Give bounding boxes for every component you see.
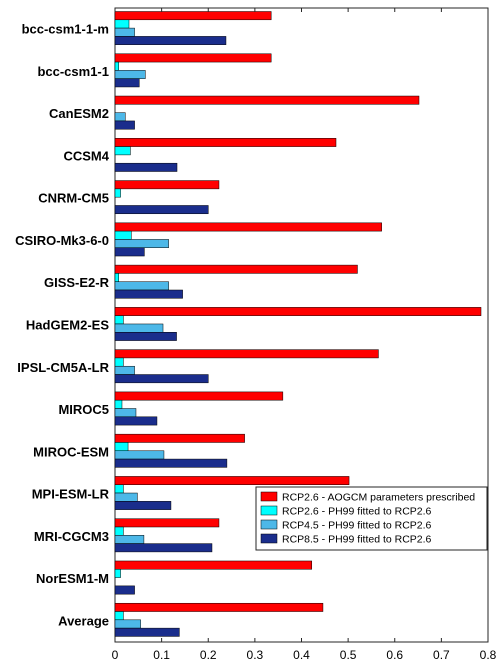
category-label-miroc5: MIROC5 [58, 402, 109, 417]
bar-mri-cgcm3-series-4 [114, 543, 213, 553]
category-label-ipsl-cm5a-lr: IPSL-CM5A-LR [17, 360, 109, 375]
category-label-miroc-esm: MIROC-ESM [33, 444, 109, 459]
bar-bcc-csm1-1-m-series-2 [114, 19, 130, 29]
bar-miroc-esm-series-2 [114, 442, 129, 452]
legend-label-series-3: RCP4.5 - PH99 fitted to RCP2.6 [282, 520, 432, 532]
x-tick-label: 0.7 [433, 648, 450, 662]
bar-giss-e2-r-series-2 [114, 273, 119, 282]
bar-miroc-esm-series-1 [114, 433, 245, 443]
bar-ccsm4-series-4 [114, 162, 178, 172]
bar-csiro-mk3-6-0-series-4 [114, 247, 145, 257]
bar-csiro-mk3-6-0-series-3 [114, 239, 169, 248]
bar-ipsl-cm5a-lr-series-4 [114, 374, 209, 384]
legend: RCP2.6 - AOGCM parameters prescribed RCP2… [255, 486, 488, 551]
category-label-hadgem2-es: HadGEM2-ES [26, 318, 109, 333]
bar-average-series-3 [114, 619, 141, 629]
category-label-bcc-csm1-1: bcc-csm1-1 [37, 64, 109, 79]
bar-hadgem2-es-series-3 [114, 323, 164, 333]
bar-giss-e2-r-series-3 [114, 281, 169, 291]
x-tick-label: 0.4 [293, 648, 310, 662]
bar-canesm2-series-1 [114, 95, 420, 105]
bar-average-series-2 [114, 611, 124, 621]
bar-mpi-esm-lr-series-4 [114, 501, 172, 510]
bar-mri-cgcm3-series-3 [114, 535, 145, 544]
bar-bcc-csm1-1-m-series-4 [114, 36, 227, 45]
bar-csiro-mk3-6-0-series-2 [114, 230, 132, 240]
x-tick-label: 0.5 [340, 648, 357, 662]
bar-bcc-csm1-1-m-series-1 [114, 11, 272, 21]
x-tick-label: 0.8 [480, 648, 497, 662]
bar-bcc-csm1-1-series-1 [114, 53, 272, 63]
bar-ipsl-cm5a-lr-series-3 [114, 365, 135, 375]
bar-canesm2-series-4 [114, 120, 135, 130]
category-label-mri-cgcm3: MRI-CGCM3 [34, 529, 109, 544]
x-tick-label: 0 [112, 648, 119, 662]
bars-group [114, 11, 482, 637]
x-axis-ticks: 0 0.1 0.2 0.3 0.4 0.5 0.6 0.7 0.8 [112, 8, 497, 662]
category-label-mpi-esm-lr: MPI-ESM-LR [32, 487, 110, 502]
bar-bcc-csm1-1-series-4 [114, 78, 140, 88]
bar-hadgem2-es-series-4 [114, 332, 177, 341]
bar-ccsm4-series-2 [114, 146, 131, 156]
bar-miroc5-series-1 [114, 391, 284, 401]
bar-giss-e2-r-series-4 [114, 289, 183, 299]
legend-swatch-series-1 [260, 491, 278, 502]
bar-noresm1-m-series-1 [114, 560, 313, 570]
bar-mri-cgcm3-series-1 [114, 518, 220, 528]
category-label-canesm2: CanESM2 [49, 106, 109, 121]
bar-mpi-esm-lr-series-2 [114, 484, 124, 494]
bar-average-series-4 [114, 627, 180, 637]
bar-mpi-esm-lr-series-3 [114, 492, 138, 502]
legend-label-series-1: RCP2.6 - AOGCM parameters prescribed [282, 492, 475, 504]
legend-label-series-4: RCP8.5 - PH99 fitted to RCP2.6 [282, 534, 432, 546]
bar-mri-cgcm3-series-2 [114, 526, 124, 536]
bar-ipsl-cm5a-lr-series-2 [114, 357, 124, 367]
legend-box [255, 486, 488, 551]
category-label-bcc-csm1-1-m: bcc-csm1-1-m [22, 22, 109, 37]
bar-noresm1-m-series-2 [114, 569, 121, 578]
bar-cnrm-cm5-series-1 [114, 180, 220, 190]
bar-hadgem2-es-series-2 [114, 315, 124, 325]
x-tick-label: 0.1 [153, 648, 170, 662]
category-label-average: Average [58, 613, 109, 628]
bar-cnrm-cm5-series-4 [114, 205, 209, 215]
bar-ccsm4-series-1 [114, 138, 337, 147]
legend-swatch-series-3 [260, 519, 278, 530]
category-label-csiro-mk3-6-0: CSIRO-Mk3-6-0 [15, 233, 109, 248]
bar-giss-e2-r-series-1 [114, 264, 358, 274]
bar-ipsl-cm5a-lr-series-1 [114, 349, 379, 359]
bar-bcc-csm1-1-m-series-3 [114, 27, 135, 37]
bar-miroc5-series-3 [114, 408, 137, 418]
legend-swatch-series-4 [260, 533, 278, 544]
bar-miroc5-series-2 [114, 399, 123, 409]
category-label-giss-e2-r: GISS-E2-R [44, 275, 110, 290]
category-label-cnrm-cm5: CNRM-CM5 [38, 191, 109, 206]
category-label-ccsm4: CCSM4 [63, 148, 109, 163]
bar-miroc5-series-4 [114, 416, 158, 426]
legend-swatch-series-2 [260, 505, 278, 516]
bar-miroc-esm-series-3 [114, 450, 165, 460]
bar-hadgem2-es-series-1 [114, 307, 482, 316]
bar-csiro-mk3-6-0-series-1 [114, 222, 382, 232]
x-tick-label: 0.2 [200, 648, 217, 662]
bar-mpi-esm-lr-series-1 [114, 476, 350, 485]
bar-canesm2-series-3 [114, 112, 126, 122]
x-tick-label: 0.6 [386, 648, 403, 662]
category-label-noresm1-m: NorESM1-M [36, 571, 109, 586]
bar-miroc-esm-series-4 [114, 458, 228, 468]
legend-label-series-2: RCP2.6 - PH99 fitted to RCP2.6 [282, 506, 432, 518]
bar-average-series-1 [114, 602, 324, 612]
bar-noresm1-m-series-4 [114, 585, 135, 595]
bar-cnrm-cm5-series-2 [114, 188, 121, 198]
bar-bcc-csm1-1-series-3 [114, 70, 146, 79]
x-tick-label: 0.3 [247, 648, 264, 662]
category-labels: bcc-csm1-1-m bcc-csm1-1 CanESM2 CCSM4 CNRM-C… [15, 22, 110, 629]
bar-bcc-csm1-1-series-2 [114, 61, 119, 71]
